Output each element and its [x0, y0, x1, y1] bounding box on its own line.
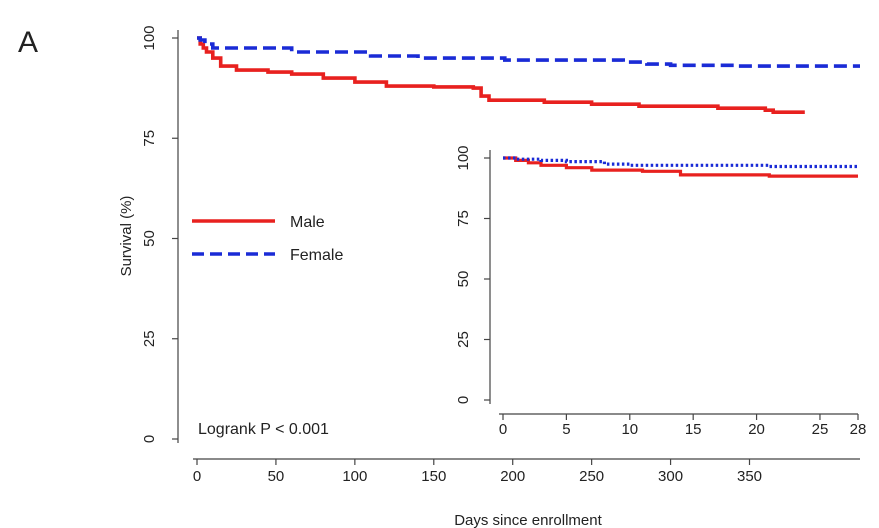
main-x-tick-label: 0: [193, 468, 201, 485]
inset-x-tick-label: 0: [499, 421, 507, 438]
panel-label: A: [18, 26, 38, 59]
main-x-tick-label: 100: [342, 468, 367, 485]
main-x-tick-label: 50: [268, 468, 285, 485]
inset-background: [484, 140, 864, 430]
x-axis-title: Days since enrollment: [454, 512, 602, 528]
inset-x-tick-label: 10: [621, 421, 638, 438]
main-y-tick-label: 75: [141, 130, 158, 147]
legend-label-female: Female: [290, 247, 343, 264]
legend-label-male: Male: [290, 214, 325, 231]
logrank-annotation: Logrank P < 0.001: [198, 421, 329, 438]
inset-y-tick-label: 25: [455, 331, 472, 348]
inset-series-female-line: [503, 156, 858, 169]
main-series-male-line: [197, 36, 805, 114]
main-series-female-line: [197, 36, 860, 68]
inset-x-tick-label: 5: [562, 421, 570, 438]
inset-x-tick-label: 20: [748, 421, 765, 438]
inset-y-tick-label: 0: [455, 396, 472, 404]
main-x-tick-label: 350: [737, 468, 762, 485]
inset-x-tick-label: 28: [850, 421, 867, 438]
inset-x-tick-label: 25: [812, 421, 829, 438]
main-y-tick-label: 25: [141, 330, 158, 347]
main-y-tick-label: 100: [141, 25, 158, 50]
main-x-tick-label: 250: [579, 468, 604, 485]
main-x-tick-label: 300: [658, 468, 683, 485]
inset-x-tick-label: 15: [685, 421, 702, 438]
y-axis-title: Survival (%): [118, 196, 135, 277]
main-y-tick-label: 50: [141, 230, 158, 247]
main-x-tick-label: 200: [500, 468, 525, 485]
inset-y-tick-label: 100: [455, 145, 472, 170]
main-x-tick-label: 150: [421, 468, 446, 485]
inset-y-tick-label: 75: [455, 210, 472, 227]
main-y-tick-label: 0: [141, 435, 158, 443]
inset-survival-chart: 0 25 50 75 100 0 5 10 15 20 25 28: [455, 140, 866, 438]
legend: Male Female: [192, 214, 343, 264]
inset-y-tick-label: 50: [455, 271, 472, 288]
